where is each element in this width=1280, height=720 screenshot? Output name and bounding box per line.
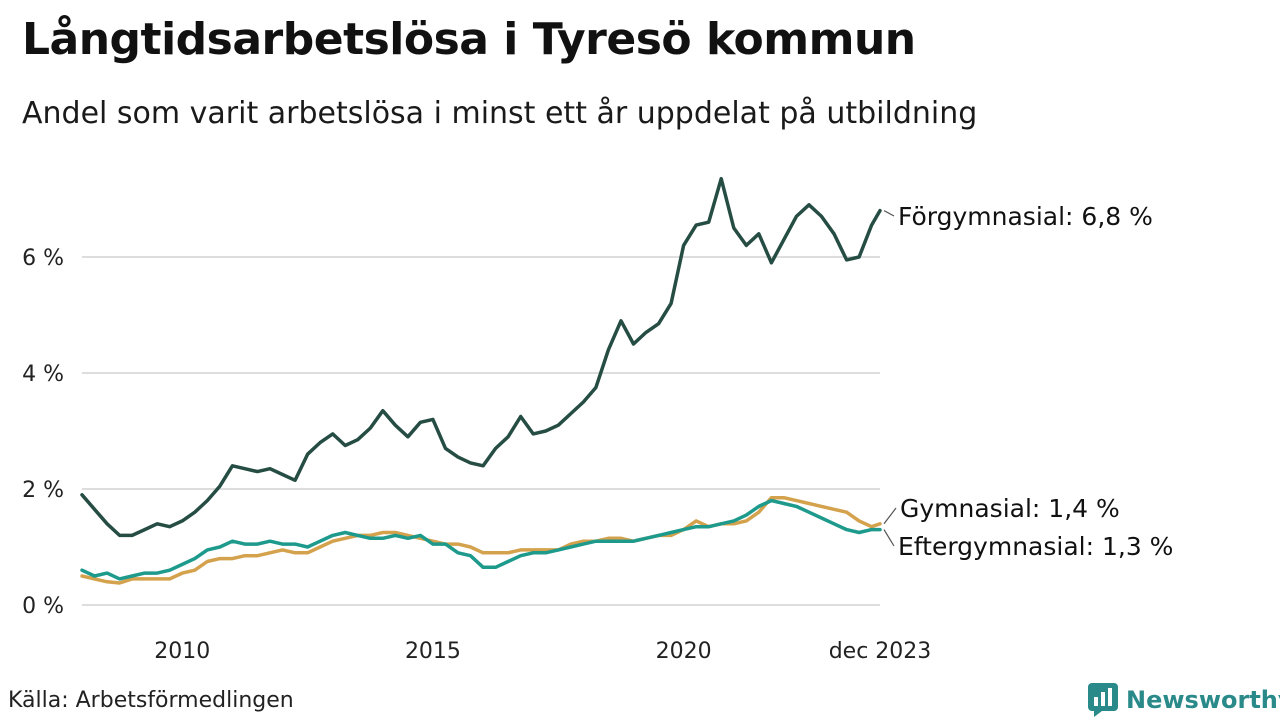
label-leader-förgymnasial	[883, 210, 895, 217]
newsworthy-logo-icon	[1088, 683, 1118, 717]
y-tick-label: 6 %	[22, 246, 64, 271]
series-label-eftergymnasial: Eftergymnasial: 1,3 %	[898, 532, 1173, 561]
x-tick-label: 2010	[154, 639, 210, 664]
y-tick-label: 2 %	[22, 478, 64, 503]
y-axis-ticks: 0 % 2 % 4 % 6 %	[22, 246, 64, 619]
series-label-gymnasial: Gymnasial: 1,4 %	[900, 494, 1120, 523]
series-line-gymnasial	[80, 495, 882, 585]
x-tick-label: 2020	[656, 639, 712, 664]
y-tick-label: 0 %	[22, 594, 64, 619]
x-tick-label: dec 2023	[829, 639, 932, 664]
chart-subtitle: Andel som varit arbetslösa i minst ett å…	[22, 96, 978, 131]
label-leader-gymnasial	[883, 507, 897, 525]
newsworthy-logo[interactable]: Newsworthy	[1088, 683, 1280, 717]
newsworthy-logo-text: Newsworthy	[1126, 686, 1280, 714]
series-label-förgymnasial: Förgymnasial: 6,8 %	[898, 202, 1153, 231]
gridlines	[82, 256, 880, 606]
chart-title: Långtidsarbetslösa i Tyresö kommun	[22, 14, 916, 65]
source-note: Källa: Arbetsförmedlingen	[8, 688, 294, 713]
x-axis-ticks: 2010 2015 2020 dec 2023	[154, 639, 931, 664]
series-line-förgymnasial	[80, 176, 882, 538]
series-lines	[80, 176, 882, 585]
series-labels: Förgymnasial: 6,8 % Gymnasial: 1,4 % Efter…	[883, 202, 1173, 561]
label-leader-eftergymnasial	[883, 529, 895, 547]
series-line-eftergymnasial	[80, 498, 882, 581]
y-tick-label: 4 %	[22, 362, 64, 387]
x-tick-label: 2015	[405, 639, 461, 664]
